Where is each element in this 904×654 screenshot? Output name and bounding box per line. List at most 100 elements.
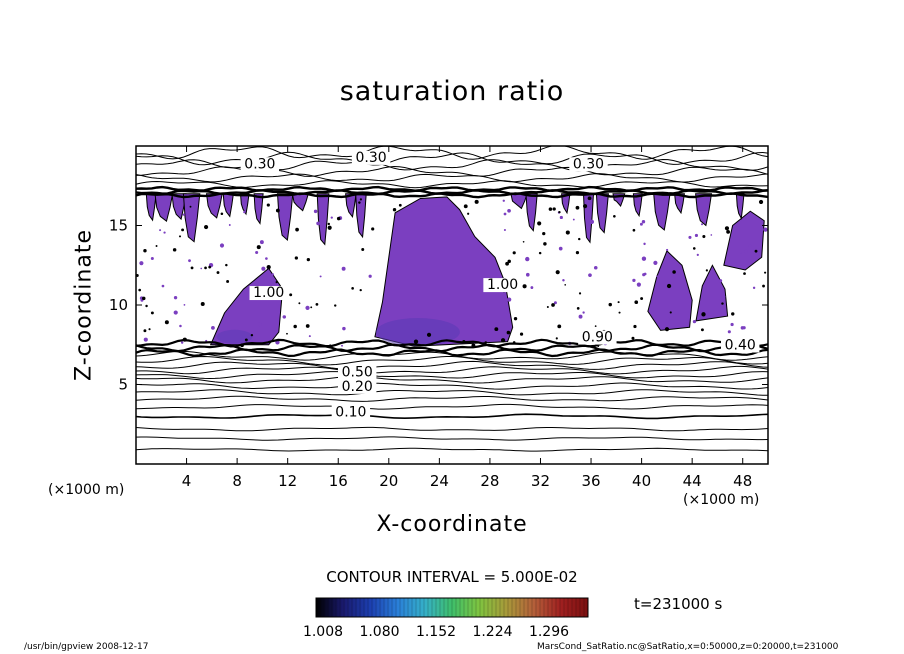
contour-speck	[748, 244, 752, 248]
contour-label: 1.00	[253, 285, 284, 301]
contour-speck	[641, 256, 647, 261]
cloud-region	[316, 193, 330, 246]
contour-speck	[587, 196, 592, 201]
contour-speck	[368, 274, 372, 278]
contour-speck	[666, 248, 669, 252]
contour-speck	[183, 303, 186, 306]
contour-speck	[359, 198, 363, 201]
contour-speck	[161, 196, 166, 201]
contour-speck	[743, 249, 748, 254]
contour-speck	[525, 272, 530, 277]
contour-speck	[608, 302, 612, 307]
contour-line	[136, 382, 768, 390]
colorbar-stripes	[319, 598, 585, 617]
contour-speck	[261, 266, 266, 271]
cloud-region	[253, 193, 264, 225]
contour-speck	[618, 311, 621, 314]
contour-speck	[371, 227, 375, 231]
contour-speck	[342, 326, 346, 331]
x-tick-label: 44	[683, 472, 702, 490]
contour-speck	[583, 204, 588, 209]
contour-line	[136, 395, 768, 402]
colorbar-ticks: 1.008 1.080 1.152 1.224 1.296	[303, 624, 569, 640]
cloud-region	[182, 193, 201, 243]
contour-speck	[740, 326, 745, 330]
contour-speck	[700, 223, 704, 226]
contour-speck	[190, 266, 194, 270]
x-tick-label: 12	[278, 472, 297, 490]
contour-speck	[255, 250, 259, 255]
contour-speck	[582, 311, 585, 314]
contour-speck	[327, 222, 330, 226]
contour-speck	[163, 231, 166, 234]
contour-speck	[271, 273, 275, 276]
cloud-region	[374, 196, 514, 347]
contour-interval-label: CONTOUR INTERVAL = 5.000E-02	[326, 568, 578, 586]
contour-speck	[669, 311, 672, 314]
x-tick-label: 16	[329, 472, 348, 490]
contour-speck	[474, 199, 479, 204]
contour-speck	[189, 205, 192, 208]
contour-speck	[702, 235, 706, 239]
colorbar-tick-label: 1.008	[303, 624, 343, 640]
contour-speck	[696, 253, 699, 257]
contour-line	[136, 447, 768, 452]
contour-speck	[543, 242, 547, 246]
x-tick-label: 40	[632, 472, 651, 490]
cloud-region	[632, 193, 643, 218]
cloud-shade	[375, 318, 460, 347]
contour-speck	[764, 271, 767, 274]
contour-label-bg	[351, 150, 391, 165]
contour-speck	[316, 221, 320, 226]
contour-speck	[739, 251, 742, 254]
contour-speck	[145, 304, 148, 308]
contour-speck	[286, 332, 288, 335]
contour-speck	[513, 316, 518, 321]
contour-speck	[351, 287, 354, 290]
contour-speck	[204, 266, 207, 270]
contour-speck	[310, 306, 313, 309]
cloud-region	[276, 193, 294, 241]
contour-speck	[558, 246, 563, 251]
cloud-region	[695, 264, 729, 322]
cloud-region	[145, 193, 157, 222]
contour-line	[136, 365, 768, 375]
contour-speck	[200, 301, 205, 306]
contour-speck	[537, 221, 542, 226]
contour-speck	[643, 272, 647, 276]
contour-speck	[631, 336, 635, 340]
contour-label: 0.40	[725, 338, 756, 354]
contour-speck	[530, 286, 534, 289]
contour-speck	[159, 229, 162, 232]
contour-speck	[589, 219, 595, 225]
contour-speck	[727, 330, 731, 334]
cloud-region	[695, 193, 713, 227]
contour-speck	[293, 324, 297, 329]
contour-speck	[656, 275, 658, 278]
contour-speck	[139, 261, 144, 266]
contour-speck	[632, 278, 636, 283]
x-tick-label: 24	[430, 472, 449, 490]
contour-line	[136, 436, 768, 441]
contour-label: 0.10	[335, 404, 366, 420]
x-tick-label: 32	[531, 472, 550, 490]
contour-speck	[710, 234, 713, 236]
contour-speck	[327, 225, 332, 230]
contour-speck	[718, 279, 723, 283]
contour-speck	[692, 247, 696, 250]
contour-speck	[641, 220, 646, 224]
contour-speck	[219, 243, 225, 248]
contour-speck	[155, 245, 158, 247]
contour-speck	[555, 337, 558, 340]
y-axis-label: Z-coordinate	[71, 229, 97, 381]
cloud-region	[653, 193, 671, 231]
contour-speck	[731, 312, 735, 316]
contour-speck	[593, 266, 598, 270]
contour-speck	[182, 213, 185, 216]
contour-speck	[507, 208, 511, 213]
colorbar-tick-label: 1.296	[529, 624, 569, 640]
contour-speck	[392, 208, 397, 212]
contour-label-bg	[240, 157, 280, 172]
contour-speck	[565, 230, 570, 235]
